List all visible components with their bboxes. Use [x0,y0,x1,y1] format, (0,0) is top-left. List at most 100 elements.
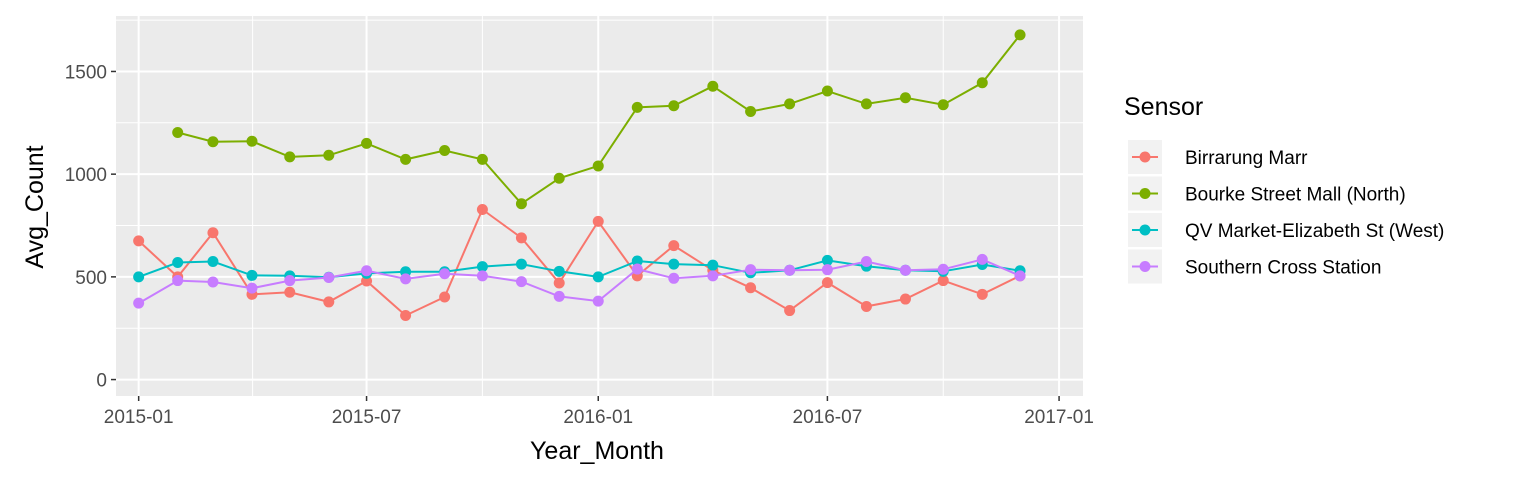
data-point [439,268,451,280]
legend-key-point [1139,188,1151,199]
data-point [592,271,604,283]
data-point [899,293,911,305]
data-point [361,137,373,149]
series-line [138,259,1021,279]
x-tick-label: 2016-07 [793,407,863,428]
legend-title: Sensor [1124,93,1203,121]
legend-label: Birrarung Marr [1185,148,1308,169]
data-point [439,145,451,157]
data-point [133,235,145,247]
data-point [323,271,335,283]
axes: 0 500 1000 1500 2015-01 2015-07 2016-01 2016-07… [65,62,1094,428]
data-point [207,255,219,267]
data-point [937,275,949,287]
series-line [138,258,1021,305]
data-point [246,135,258,147]
data-point [172,275,184,287]
data-point [361,275,373,287]
legend-item: QV Market-Elizabeth St (West) [1128,213,1444,247]
data-point [553,277,565,289]
data-point [515,258,527,270]
x-tick-label: 2016-01 [563,407,633,428]
data-point [439,291,451,303]
data-point [284,286,296,298]
legend-key-point [1139,151,1151,163]
data-point [784,264,796,276]
data-point [592,215,604,227]
plot-panel [116,16,1083,396]
y-tick-label: 500 [75,268,107,289]
data-point [899,92,911,104]
legend-key-point [1139,224,1151,236]
data-point [172,126,184,138]
legend-label: QV Market-Elizabeth St (West) [1185,221,1444,242]
y-tick-label: 1000 [65,165,107,186]
data-point [668,258,680,270]
data-point [745,264,757,276]
data-point [246,269,258,281]
data-point [821,254,833,266]
data-point [745,106,757,118]
data-point [631,255,643,267]
series-0 [133,203,1026,321]
data-point [937,263,949,275]
legend-label: Southern Cross Station [1185,258,1381,279]
series-1 [172,29,1026,210]
x-tick-label: 2015-01 [104,407,174,428]
data-point [515,276,527,288]
data-point [476,203,488,215]
data-point [707,270,719,282]
series-3 [133,253,1026,309]
legend-item: Bourke Street Mall (North) [1128,176,1406,211]
data-point [553,265,565,277]
data-point [323,296,335,308]
data-point [821,85,833,97]
data-point [668,272,680,284]
data-point [133,271,145,283]
grid-lines [116,16,1083,396]
series-line [138,207,1021,317]
data-point [361,265,373,277]
data-point [860,98,872,110]
data-point [323,149,335,161]
data-point [207,136,219,148]
data-point [476,153,488,165]
data-point [172,256,184,268]
data-point [707,259,719,271]
data-point [207,276,219,288]
data-point [631,101,643,113]
y-axis-title: Avg_Count [21,145,49,268]
x-tick-label: 2017-01 [1024,407,1094,428]
data-point [668,100,680,112]
data-point [553,172,565,184]
data-point [553,290,565,302]
data-point [284,275,296,287]
data-point [745,282,757,294]
data-point [246,282,258,294]
data-point [821,264,833,276]
legend-item: Birrarung Marr [1128,140,1308,174]
data-point [515,198,527,210]
legend-item: Southern Cross Station [1128,249,1381,284]
data-point [476,261,488,273]
legend: Sensor Birrarung Marr Bourke Street Mall … [1124,93,1444,284]
data-point [860,300,872,312]
data-point [784,98,796,110]
data-point [476,270,488,282]
data-point [592,160,604,172]
data-point [821,277,833,289]
data-point [515,232,527,244]
data-point [400,153,412,165]
series-layer [133,29,1026,321]
data-point [860,255,872,267]
data-point [592,295,604,307]
data-point [707,80,719,92]
y-tick-label: 1500 [65,62,107,83]
data-point [1014,29,1026,41]
y-tick-label: 0 [96,371,107,392]
data-point [133,297,145,309]
x-tick-label: 2015-07 [332,407,402,428]
data-point [400,309,412,321]
data-point [976,288,988,300]
